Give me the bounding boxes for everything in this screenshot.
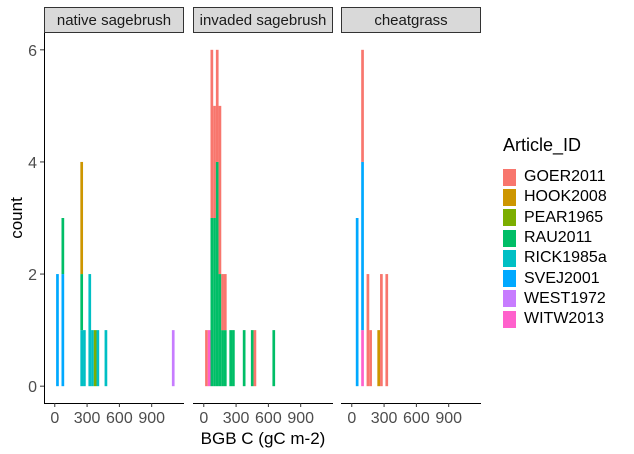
legend-label: HOOK2008 [524, 188, 607, 206]
x-tick-label-1-0: 0 [50, 410, 59, 427]
bar-1-250-rau2011 [80, 274, 84, 331]
y-tick-label-0: 0 [28, 379, 37, 396]
legend-swatch [503, 229, 516, 247]
bar-2-125-rau2011 [215, 161, 219, 387]
bar-1-375-pear1965 [93, 330, 97, 387]
x-tick-label-2-300: 300 [223, 410, 250, 427]
x-tick-label-2-600: 600 [255, 410, 282, 427]
bar-3-250-hook2008 [377, 330, 381, 387]
facet-label-3: cheatgrass [374, 12, 447, 29]
bar-1-275-rick1985a [83, 330, 86, 387]
legend-label: PEAR1965 [524, 208, 604, 226]
legend-item-svej2001: SVEJ2001 [503, 268, 607, 288]
bar-2-100-rau2011 [213, 218, 216, 387]
bar-2-100-goer2011 [213, 105, 216, 218]
y-tick-label-4: 4 [28, 155, 37, 172]
legend-label: GOER2011 [524, 168, 606, 186]
legend-item-pear1965: PEAR1965 [503, 208, 607, 228]
bar-2-150-goer2011 [218, 105, 222, 275]
facet-label-2: invaded sagebrush [200, 12, 327, 29]
legend-swatch [503, 209, 516, 227]
legend: Article_ID GOER2011 HOOK2008 PEAR1965 RAU20… [503, 135, 607, 329]
bar-1-250-rick1985a [80, 330, 84, 387]
bar-3-100-svej2001 [361, 161, 364, 331]
bar-3-325-goer2011 [385, 274, 389, 387]
y-axis-title: count [7, 197, 26, 239]
x-tick-label-3-0: 0 [347, 410, 356, 427]
bar-1-75-rau2011 [61, 218, 65, 275]
x-tick-label-2-0: 0 [199, 410, 208, 427]
legend-item-hook2008: HOOK2008 [503, 187, 607, 207]
bar-3-175-goer2011 [369, 330, 372, 387]
facet-strip-3 [341, 7, 481, 33]
bar-1-25-svej2001 [56, 274, 59, 387]
bar-2-375-rau2011 [242, 330, 246, 387]
legend-items: GOER2011 HOOK2008 PEAR1965 RAU2011 RICK1985a… [503, 167, 607, 329]
bar-1-75-svej2001 [61, 274, 65, 387]
legend-item-witw2013: WITW2013 [503, 309, 607, 329]
x-tick-label-2-900: 900 [287, 410, 314, 427]
bar-1-400-rick1985a [96, 330, 100, 387]
facet-strip-2 [193, 7, 333, 33]
x-tick-label-1-300: 300 [74, 410, 101, 427]
bar-2-125-goer2011 [215, 49, 219, 162]
bar-2-250-rau2011 [229, 330, 233, 387]
bar-3-150-goer2011 [366, 274, 370, 387]
legend-label: RICK1985a [524, 249, 607, 267]
bar-1-475-rick1985a [104, 330, 108, 387]
bar-3-275-goer2011 [380, 274, 383, 387]
legend-swatch [503, 290, 516, 308]
legend-item-rau2011: RAU2011 [503, 228, 607, 248]
legend-label: WITW2013 [524, 310, 605, 328]
bar-1-350-rick1985a [91, 330, 94, 387]
legend-swatch [503, 270, 516, 288]
bar-2-50-witw2013 [207, 330, 211, 387]
bar-3-100-witw2013 [361, 330, 364, 387]
legend-label: WEST1972 [524, 289, 606, 307]
y-tick-label-2: 2 [28, 267, 37, 284]
x-tick-label-1-900: 900 [138, 410, 165, 427]
bar-2-450-rau2011 [250, 330, 254, 387]
facet-strip-1 [44, 7, 184, 33]
x-tick-label-1-600: 600 [106, 410, 133, 427]
legend-item-goer2011: GOER2011 [503, 167, 607, 187]
legend-swatch [503, 168, 516, 186]
legend-swatch [503, 188, 516, 206]
bar-2-200-goer2011 [223, 274, 227, 331]
legend-swatch [503, 249, 516, 267]
x-tick-label-3-600: 600 [403, 410, 430, 427]
legend-swatch [503, 310, 516, 328]
y-tick-label-6: 6 [28, 43, 37, 60]
bar-2-650-rau2011 [272, 330, 276, 387]
legend-label: SVEJ2001 [524, 269, 600, 287]
facet-label-1: native sagebrush [57, 12, 171, 29]
bar-2-200-rau2011 [223, 330, 227, 387]
legend-label: RAU2011 [524, 229, 593, 247]
bar-2-175-goer2011 [221, 274, 224, 331]
bar-2-275-rau2011 [232, 330, 235, 387]
bar-1-1100-west1972 [171, 330, 175, 387]
bar-2-25-goer2011 [205, 330, 208, 387]
bar-3-100-goer2011 [361, 49, 364, 162]
bar-2-75-goer2011 [210, 49, 214, 219]
bar-2-475-goer2011 [253, 330, 257, 387]
bar-2-75-rau2011 [210, 218, 214, 387]
legend-title: Article_ID [503, 135, 582, 155]
x-tick-label-3-300: 300 [371, 410, 398, 427]
legend-item-west1972: WEST1972 [503, 289, 607, 309]
bar-2-175-rau2011 [221, 330, 224, 387]
bar-2-150-rau2011 [218, 274, 222, 387]
x-tick-label-3-900: 900 [435, 410, 462, 427]
bar-1-250-hook2008 [80, 161, 84, 275]
bar-1-325-rick1985a [88, 274, 92, 387]
legend-item-rick1985a: RICK1985a [503, 248, 607, 268]
x-axis-title: BGB C (gC m-2) [201, 429, 326, 448]
bar-3-50-svej2001 [355, 218, 359, 387]
